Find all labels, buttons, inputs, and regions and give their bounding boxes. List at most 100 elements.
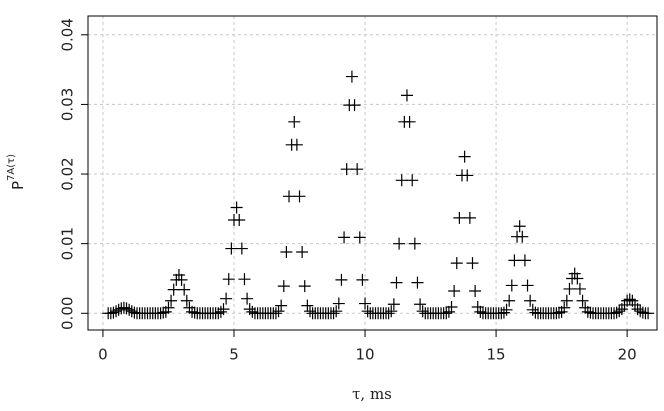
x-tick-label: 0 [98, 346, 108, 364]
plus-point [283, 190, 296, 203]
plus-point [340, 163, 353, 176]
plus-point [233, 213, 246, 226]
plus-point [642, 307, 655, 320]
plus-point [584, 306, 597, 319]
plus-point [560, 294, 573, 307]
y-tick-label: 0.00 [59, 297, 77, 330]
plus-point [123, 303, 136, 316]
plus-point [495, 307, 508, 320]
plus-point [400, 89, 413, 102]
plus-point [503, 294, 516, 307]
plus-point [406, 174, 419, 187]
plus-point [361, 305, 374, 318]
plus-point [269, 307, 282, 320]
plus-point [505, 279, 518, 292]
plus-point [335, 273, 348, 286]
plus-point [246, 305, 259, 318]
plus-point [442, 305, 455, 318]
y-tick-label: 0.04 [59, 18, 77, 51]
x-tick-label: 20 [618, 346, 637, 364]
plus-point [636, 306, 649, 319]
plus-point [128, 306, 141, 319]
plus-point [303, 305, 316, 318]
plus-point [125, 305, 138, 318]
plus-point [581, 305, 594, 318]
plus-point [387, 298, 400, 311]
plus-point [120, 302, 133, 315]
y-axis-label-main: P [9, 181, 27, 190]
plus-point [165, 294, 178, 307]
plus-point [453, 211, 466, 224]
plus-point [416, 305, 429, 318]
plus-point [351, 163, 364, 176]
plus-point [529, 306, 542, 319]
plus-point [466, 257, 479, 270]
plus-point [513, 220, 526, 233]
plus-point [220, 292, 233, 305]
plus-point [390, 276, 403, 289]
plus-point [414, 298, 427, 311]
plus-point [445, 301, 458, 314]
x-tick-label: 10 [355, 346, 374, 364]
plus-point [608, 307, 621, 320]
plus-point [382, 307, 395, 320]
y-tick-label: 0.01 [59, 227, 77, 260]
plus-point [296, 246, 309, 259]
plus-point [395, 174, 408, 187]
plus-point [526, 303, 539, 316]
plus-point [157, 306, 170, 319]
plus-point [524, 294, 537, 307]
plus-point [162, 301, 175, 314]
x-tick-label: 5 [229, 346, 239, 364]
plus-point [290, 138, 303, 151]
plus-point [508, 254, 521, 267]
y-axis-label-superscript: 7A(τ) [6, 154, 17, 181]
plus-point [393, 237, 406, 250]
plus-point [461, 169, 474, 182]
plus-point [411, 276, 424, 289]
plus-point [277, 280, 290, 293]
plus-point [469, 285, 482, 298]
plus-point [167, 283, 180, 296]
plus-point [272, 305, 285, 318]
plus-point [178, 283, 191, 296]
plus-point [521, 279, 534, 292]
plus-point [568, 267, 581, 280]
plus-point [172, 268, 185, 281]
plus-point [623, 293, 636, 306]
plus-point [518, 254, 531, 267]
y-tick-label: 0.03 [59, 88, 77, 121]
plus-point [327, 307, 340, 320]
plus-point [117, 301, 130, 314]
x-axis-label: τ, ms [352, 385, 392, 403]
plus-point [613, 305, 626, 318]
plus-point [298, 280, 311, 293]
plus-point [558, 301, 571, 314]
plus-point [338, 231, 351, 244]
plus-point [497, 306, 510, 319]
plus-point [471, 301, 484, 314]
plus-point [186, 305, 199, 318]
plus-point [188, 306, 201, 319]
plus-point [330, 305, 343, 318]
plus-point [440, 307, 453, 320]
plus-point [500, 303, 513, 316]
plus-point [288, 115, 301, 128]
plus-point [230, 201, 243, 214]
plus-point [573, 282, 586, 295]
plus-point [610, 306, 623, 319]
plus-point [275, 299, 288, 312]
plus-point [180, 294, 193, 307]
plus-point [353, 231, 366, 244]
plus-point [458, 150, 471, 163]
plus-point [175, 273, 188, 286]
plus-point [104, 307, 117, 320]
plus-point [225, 242, 238, 255]
plus-point [563, 282, 576, 295]
x-tick-label: 15 [487, 346, 506, 364]
plus-point [222, 273, 235, 286]
plus-point [550, 307, 563, 320]
plus-point [241, 292, 254, 305]
plus-point [474, 305, 487, 318]
plus-point [516, 230, 529, 243]
